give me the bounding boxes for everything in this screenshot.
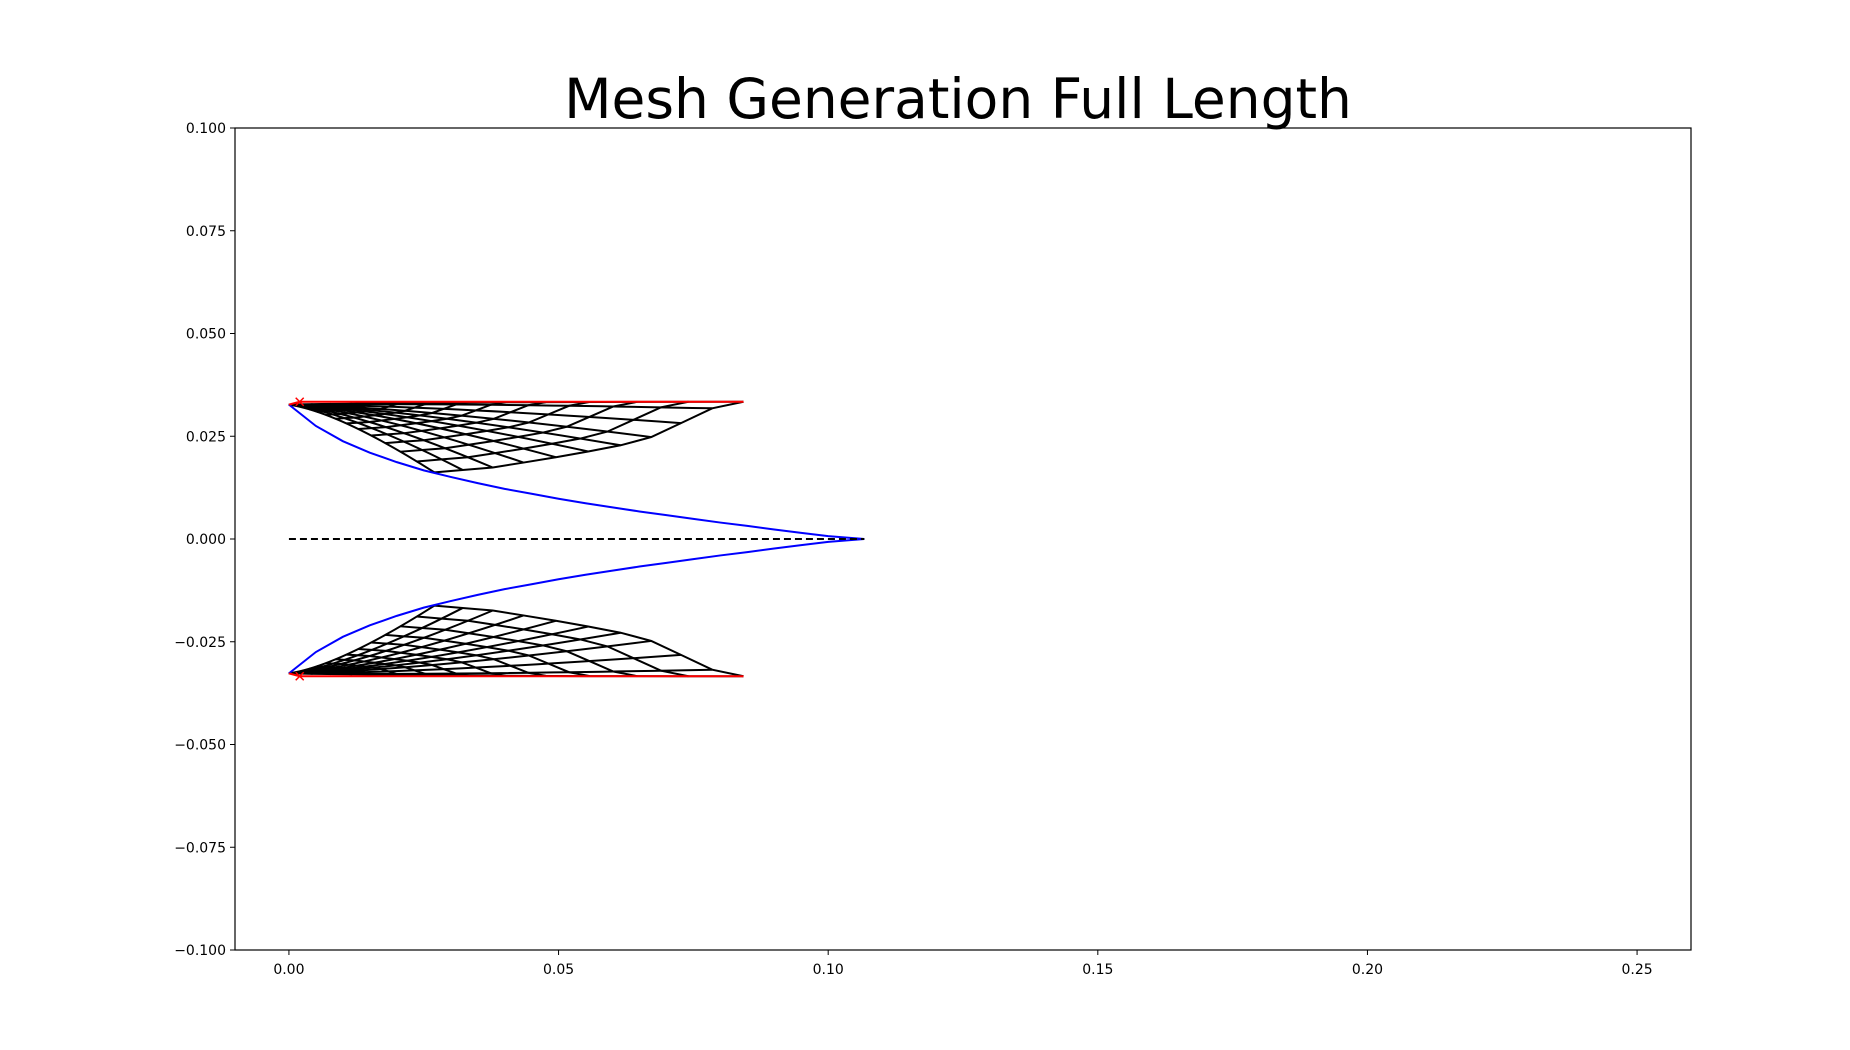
y-tick-label-3: 0.025 — [186, 429, 226, 445]
mesh-rung-upper-8 — [346, 401, 469, 425]
marker-1 — [295, 671, 305, 681]
plot-area — [288, 397, 865, 681]
x-tick-label-5: 0.25 — [1621, 962, 1652, 978]
mesh-rung-lower-11 — [385, 633, 591, 678]
y-tick-label-0: 0.100 — [186, 121, 226, 137]
x-tick-label-3: 0.15 — [1082, 962, 1113, 978]
mesh-rung-upper-3 — [302, 402, 331, 409]
mesh-rung-upper-14 — [434, 400, 744, 474]
x-tick-label-1: 0.05 — [543, 962, 574, 978]
mesh-rung-upper-2 — [296, 403, 313, 407]
mesh-rung-lower-13 — [416, 615, 689, 678]
y-tick-label-1: 0.075 — [186, 224, 226, 240]
mesh-rung-lower-3 — [302, 669, 331, 676]
mesh-rung-upper-10 — [371, 401, 547, 437]
profile-line-1 — [288, 538, 865, 675]
y-tick-label-8: −0.100 — [174, 943, 226, 959]
axis-ticks: 0.00 0.05 0.10 0.15 0.20 0.25 0.100 0.075 0.050 0… — [174, 121, 1652, 978]
x-tick-label-0: 0.00 — [273, 962, 304, 978]
mesh-rung-upper-12 — [400, 400, 638, 453]
mesh-rung-upper-9 — [358, 401, 506, 430]
chart-title: Mesh Generation Full Length — [564, 67, 1352, 131]
x-tick-label-4: 0.20 — [1352, 962, 1383, 978]
mesh-rung-upper-4 — [309, 402, 353, 411]
x-tick-label-2: 0.10 — [813, 962, 844, 978]
mesh-rung-lower-12 — [400, 625, 638, 678]
y-tick-label-7: −0.075 — [174, 840, 226, 856]
mesh-line-upper-10 — [288, 403, 436, 474]
mesh-rung-lower-6 — [325, 662, 405, 676]
marker-0 — [295, 397, 305, 407]
mesh-rung-lower-10 — [371, 641, 547, 677]
mesh-rung-lower-4 — [309, 667, 353, 676]
mesh-rung-lower-5 — [316, 665, 377, 676]
mesh-rung-lower-7 — [335, 658, 435, 677]
y-tick-label-5: −0.025 — [174, 635, 226, 651]
profile-line-0 — [288, 403, 865, 540]
mesh-rung-lower-2 — [296, 671, 313, 675]
mesh-rung-upper-11 — [385, 400, 591, 445]
mesh-rung-upper-5 — [316, 402, 377, 413]
mesh-rung-upper-13 — [416, 400, 689, 463]
mesh-rung-lower-8 — [346, 653, 469, 677]
y-tick-label-4: 0.000 — [186, 532, 226, 548]
y-tick-label-2: 0.050 — [186, 327, 226, 343]
mesh-rung-lower-9 — [358, 648, 506, 677]
mesh-rung-upper-7 — [335, 401, 435, 420]
y-tick-label-6: −0.050 — [174, 738, 226, 754]
mesh-line-lower-10 — [288, 604, 436, 675]
mesh-rung-upper-6 — [325, 402, 405, 416]
mesh-rung-lower-14 — [434, 604, 744, 678]
